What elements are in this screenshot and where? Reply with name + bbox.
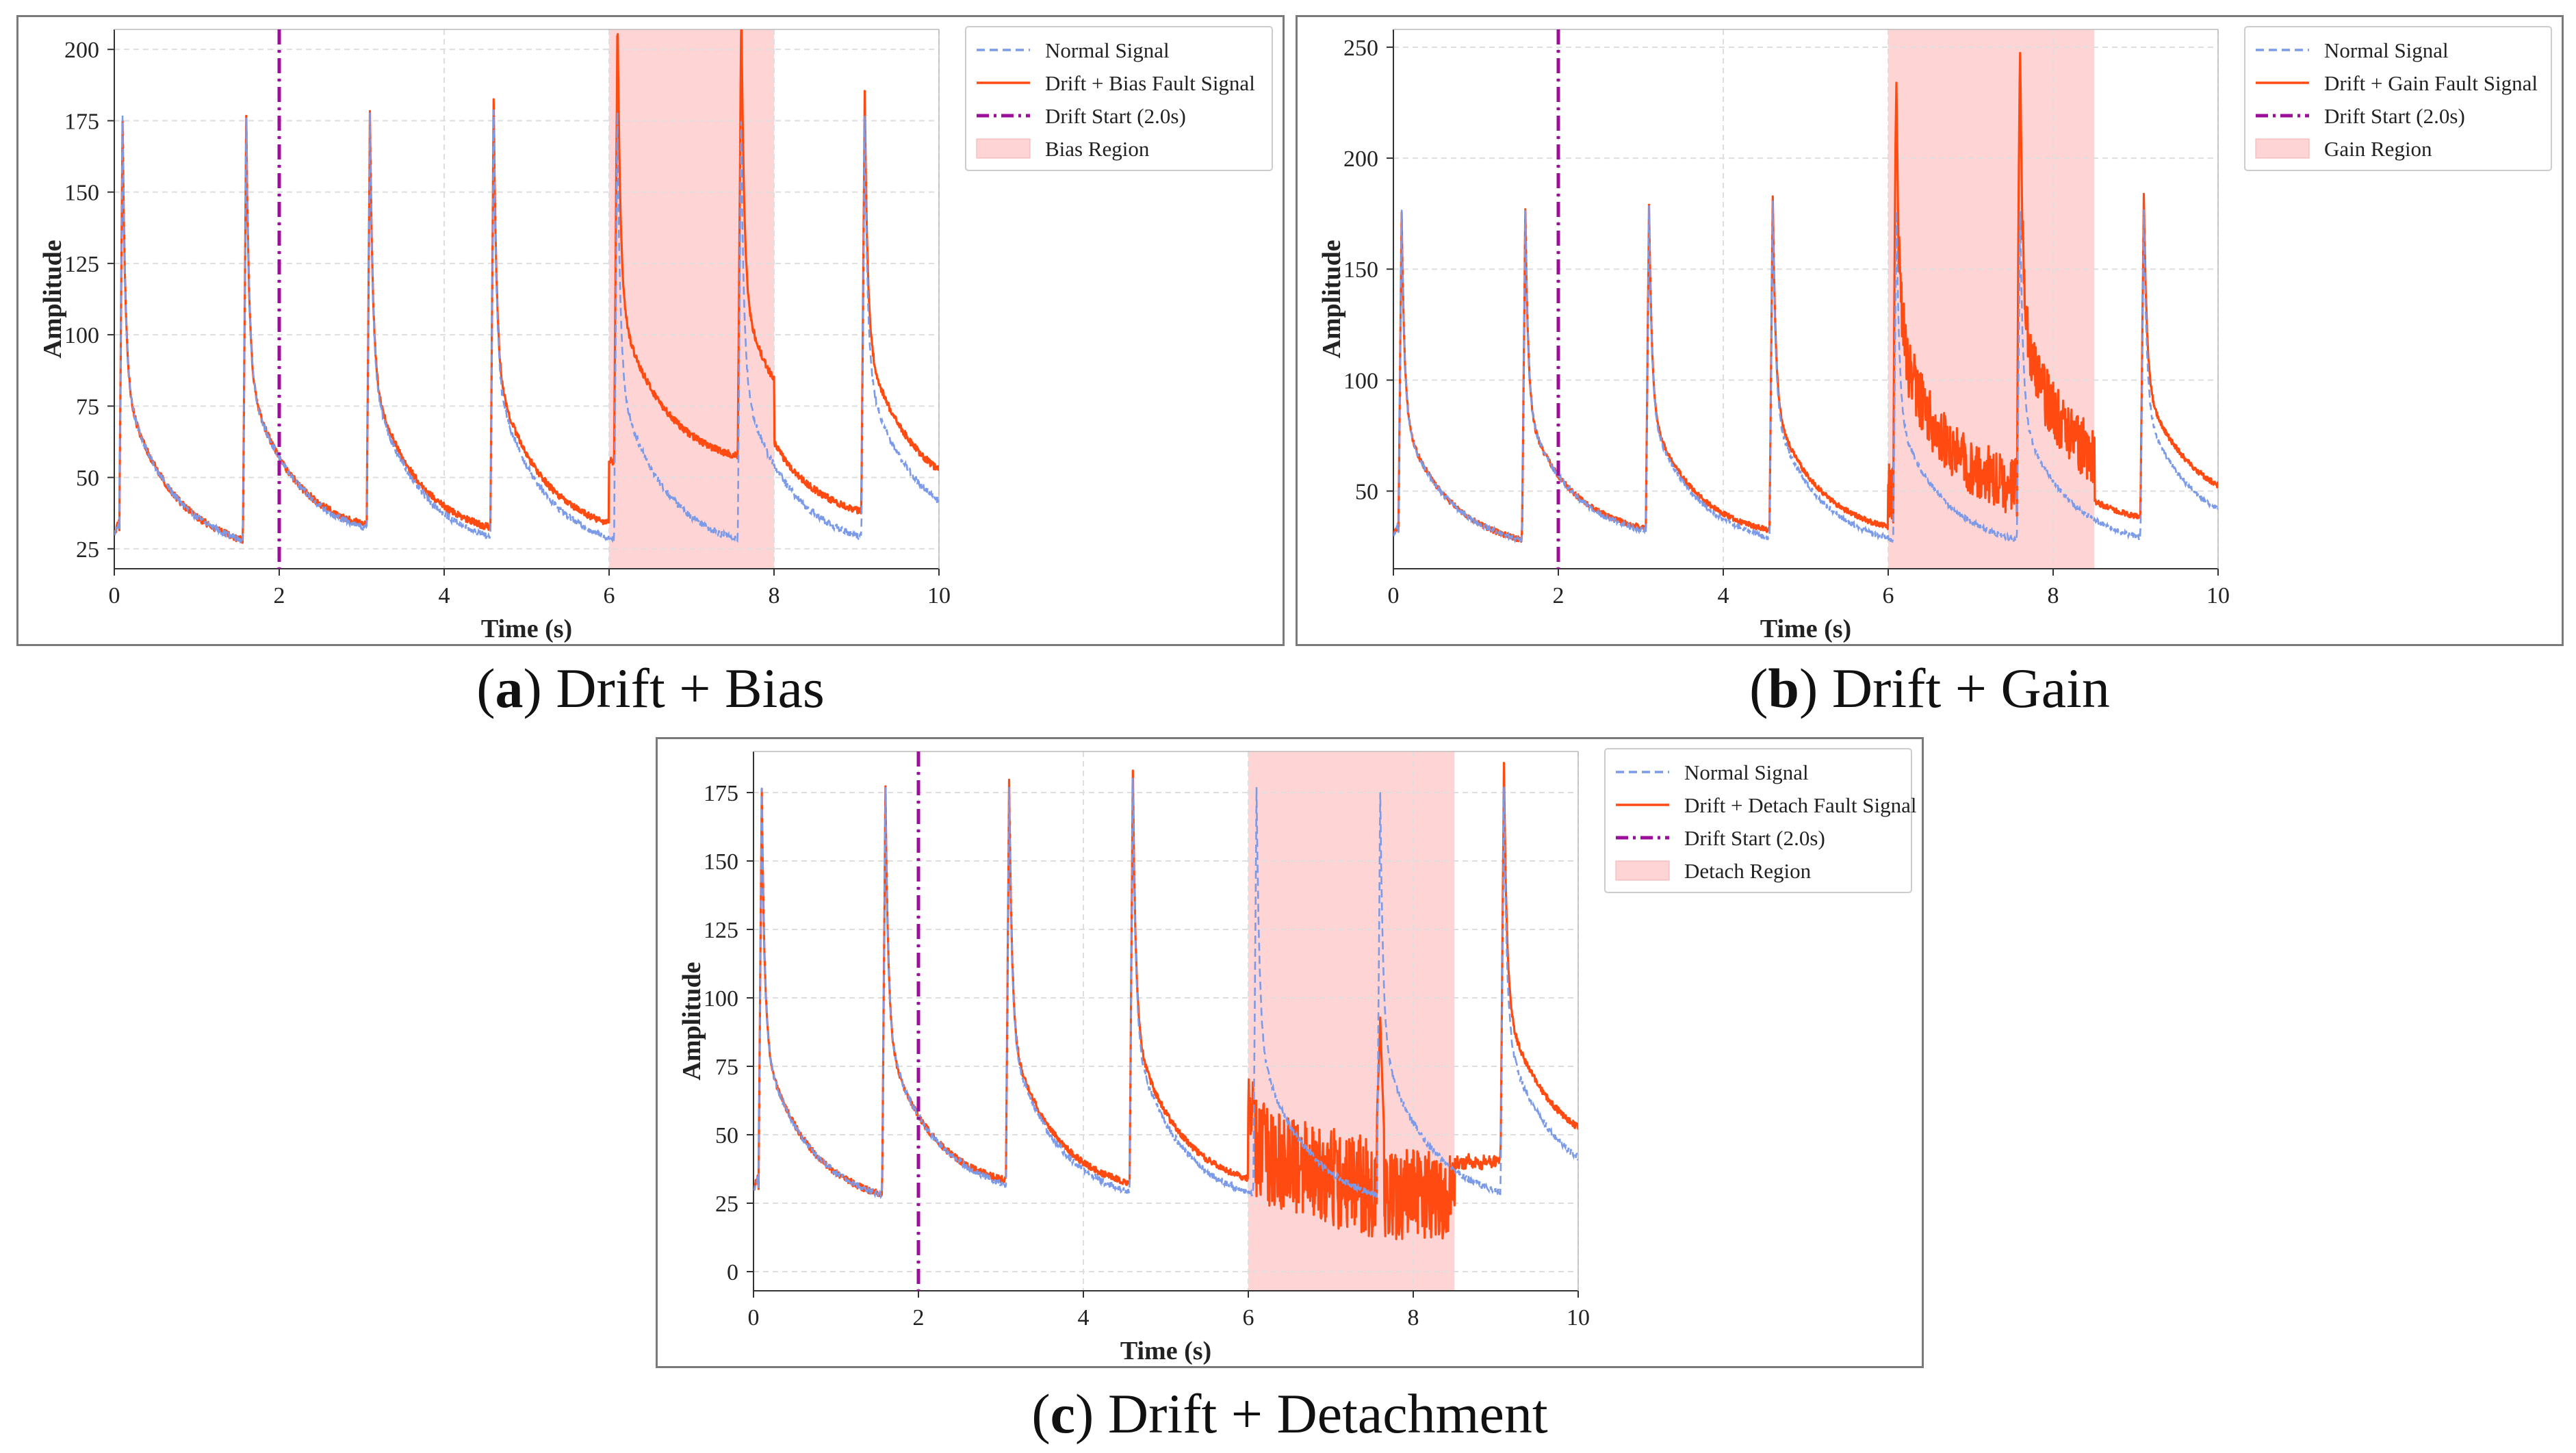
x-tick-label-0-4: 8 <box>769 583 780 608</box>
legend-label-2-0: Normal Signal <box>1684 760 1809 784</box>
caption-b: (b) Drift + Gain <box>1749 657 2110 719</box>
x-tick-label-2-0: 0 <box>748 1305 760 1330</box>
y-tick-label-2-1: 25 <box>715 1192 738 1217</box>
y-tick-label-0-5: 150 <box>64 181 99 206</box>
x-tick-label-1-3: 6 <box>1883 583 1894 608</box>
caption-c-letter: c <box>1050 1383 1076 1445</box>
x-tick-label-0-1: 2 <box>274 583 285 608</box>
y-axis-label-2: Amplitude <box>678 962 706 1080</box>
y-tick-label-2-4: 100 <box>704 986 738 1012</box>
y-tick-label-1-2: 150 <box>1343 257 1378 283</box>
chart-b-svg: 0 2 4 6 8 10 50 100 150 200 250 Time (s) Amplitude No… <box>1317 26 2552 643</box>
x-tick-label-2-4: 8 <box>1408 1305 1419 1330</box>
y-tick-label-0-7: 200 <box>64 38 99 63</box>
y-tick-label-2-6: 150 <box>704 849 738 875</box>
chart-a-svg: 0 2 4 6 8 10 25 50 75 100 125 150 175 200 Time (s) Ampl… <box>38 26 1273 643</box>
y-tick-label-2-3: 75 <box>715 1055 738 1080</box>
fault-signal-line-2 <box>754 762 1578 1240</box>
y-tick-label-2-5: 125 <box>704 918 738 943</box>
caption-c-title: Drift + Detachment <box>1107 1383 1548 1445</box>
x-tick-label-2-2: 4 <box>1078 1305 1090 1330</box>
y-tick-label-0-1: 50 <box>76 466 99 491</box>
y-tick-label-0-3: 100 <box>64 323 99 348</box>
legend-1: Normal Signal Drift + Gain Fault Signal Dr… <box>2244 26 2552 171</box>
x-tick-label-0-5: 10 <box>927 583 951 608</box>
normal-signal-line-1 <box>1393 201 2218 544</box>
fault-signal-line-1 <box>1393 51 2218 543</box>
x-axis-label-0: Time (s) <box>481 615 572 643</box>
x-tick-label-1-0: 0 <box>1388 583 1400 608</box>
normal-signal-line-2 <box>754 777 1578 1199</box>
y-axis-label-0: Amplitude <box>38 240 67 358</box>
legend-label-0-2: Drift Start (2.0s) <box>1045 104 1186 128</box>
y-tick-label-2-0: 0 <box>727 1260 738 1285</box>
caption-b-title: Drift + Gain <box>1831 657 2110 719</box>
legend-swatch-2-3 <box>1615 860 1670 881</box>
legend-swatch-1-3 <box>2255 138 2310 159</box>
fault-region-1 <box>1888 29 2095 569</box>
legend-label-1-2: Drift Start (2.0s) <box>2324 104 2465 128</box>
legend-label-0-0: Normal Signal <box>1045 38 1170 62</box>
caption-a-letter: a <box>495 657 524 719</box>
y-tick-label-2-7: 175 <box>704 781 738 806</box>
legend-swatch-0-3 <box>976 138 1031 159</box>
x-tick-label-2-5: 10 <box>1567 1305 1590 1330</box>
legend-box-0 <box>965 26 1273 171</box>
legend-label-2-1: Drift + Detach Fault Signal <box>1684 793 1916 817</box>
y-tick-label-0-6: 175 <box>64 109 99 134</box>
caption-a-title: Drift + Bias <box>556 657 825 719</box>
legend-label-0-1: Drift + Bias Fault Signal <box>1045 71 1255 95</box>
legend-label-2-2: Drift Start (2.0s) <box>1684 826 1825 850</box>
x-tick-label-0-3: 6 <box>604 583 615 608</box>
grid-0 <box>114 29 940 569</box>
x-tick-label-1-2: 4 <box>1718 583 1729 608</box>
y-tick-label-1-3: 200 <box>1343 146 1378 172</box>
y-tick-label-0-2: 75 <box>76 394 99 420</box>
y-tick-label-0-0: 25 <box>76 537 99 563</box>
chart-panel-c: 0 2 4 6 8 10 0 25 50 75 100 125 150 175 Time (s) Amplit… <box>656 737 1924 1368</box>
chart-panel-a: 0 2 4 6 8 10 25 50 75 100 125 150 175 200 Time (s) Ampl… <box>16 15 1285 646</box>
x-tick-label-0-0: 0 <box>109 583 120 608</box>
y-tick-label-1-0: 50 <box>1355 480 1378 505</box>
legend-label-1-0: Normal Signal <box>2324 38 2449 62</box>
legend-box-2 <box>1604 748 1912 893</box>
legend-label-2-3: Detach Region <box>1684 859 1812 883</box>
x-tick-label-2-3: 6 <box>1243 1305 1254 1330</box>
x-tick-label-1-1: 2 <box>1553 583 1564 608</box>
fault-region-0 <box>609 29 774 569</box>
legend-box-1 <box>2244 26 2552 171</box>
x-tick-label-2-1: 2 <box>913 1305 925 1330</box>
x-tick-label-1-4: 8 <box>2048 583 2059 608</box>
caption-a: (a) Drift + Bias <box>476 657 825 719</box>
caption-b-letter: b <box>1768 657 1800 719</box>
normal-signal-line-0 <box>114 110 939 544</box>
x-axis-label-1: Time (s) <box>1760 615 1851 643</box>
x-tick-label-0-2: 4 <box>439 583 450 608</box>
series-group-2 <box>754 751 1578 1291</box>
y-tick-label-1-1: 100 <box>1343 368 1378 394</box>
y-tick-label-1-4: 250 <box>1343 36 1378 61</box>
chart-panel-b: 0 2 4 6 8 10 50 100 150 200 250 Time (s) Amplitude No… <box>1296 15 2564 646</box>
legend-label-1-1: Drift + Gain Fault Signal <box>2324 71 2538 95</box>
x-tick-label-1-5: 10 <box>2206 583 2230 608</box>
series-group-1 <box>1393 29 2218 569</box>
legend-label-0-3: Bias Region <box>1045 137 1150 161</box>
legend-0: Normal Signal Drift + Bias Fault Signal Dr… <box>965 26 1273 171</box>
x-axis-label-2: Time (s) <box>1120 1337 1211 1365</box>
legend-label-1-3: Gain Region <box>2324 137 2432 161</box>
caption-c: (c) Drift + Detachment <box>1031 1383 1548 1445</box>
y-tick-label-0-4: 125 <box>64 252 99 277</box>
y-tick-label-2-2: 50 <box>715 1123 738 1148</box>
series-group-0 <box>114 29 939 569</box>
legend-2: Normal Signal Drift + Detach Fault Signal… <box>1604 748 1916 893</box>
y-axis-label-1: Amplitude <box>1317 240 1346 358</box>
